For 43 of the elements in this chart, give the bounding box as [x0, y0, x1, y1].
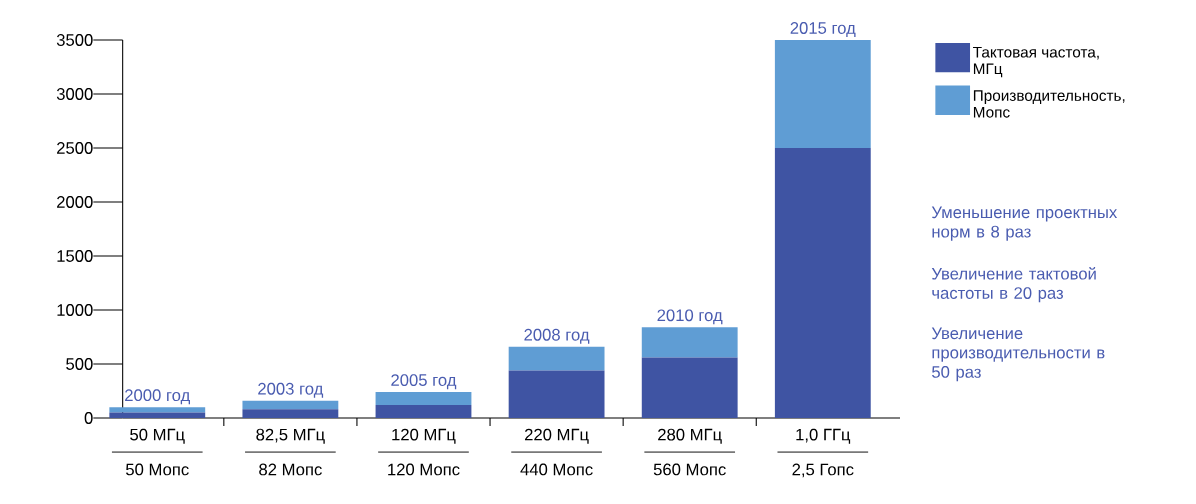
y-tick-label: 2500: [57, 142, 93, 154]
bar: [641, 327, 738, 358]
y-tick-label: 500: [66, 358, 93, 370]
annotation: 2005 год: [391, 374, 457, 390]
bar: [508, 346, 605, 371]
y-tick-label: 3000: [56, 88, 93, 100]
annotation: 2000 год: [125, 389, 190, 405]
bar: [375, 405, 472, 418]
bar: [774, 40, 871, 148]
annotation: 2008 год: [524, 328, 590, 344]
legend-label: Тактовая частота, МГц: [973, 46, 1099, 78]
y-tick-label: 0: [84, 412, 93, 424]
x-tick-label: 1,0 ГГц: [796, 428, 851, 444]
annotation: 2010 год: [657, 309, 723, 325]
x-tick-label: 220 МГц: [524, 428, 589, 444]
text: 120 Мопс: [388, 463, 460, 476]
text: Уменьшение проектных норм в 8 раз: [931, 206, 1118, 241]
bar: [375, 392, 472, 406]
text: Увеличение тактовой частоты в 20 раз: [931, 267, 1096, 303]
x-tick-label: 82,5 МГц: [256, 428, 325, 444]
x-tick-label: 120 МГц: [392, 428, 456, 444]
y-tick-label: 2000: [57, 196, 93, 208]
legend-label: Производительность, Мопс: [973, 90, 1125, 118]
bar: [242, 409, 339, 418]
bar: [242, 400, 339, 410]
text: Увеличение производительности в 50 раз: [931, 327, 1105, 382]
bar: [641, 357, 738, 418]
text: 560 Мопс: [653, 463, 726, 476]
bar: [109, 407, 206, 413]
text: 2,5 Гопс: [792, 463, 854, 478]
text: 440 Мопс: [520, 463, 593, 476]
text: 50 Мопс: [126, 463, 189, 476]
y-tick-label: 1500: [57, 250, 93, 262]
annotation: 2003 год: [258, 382, 324, 398]
bar: [774, 148, 871, 418]
y-tick-label: 1000: [57, 304, 93, 316]
bar: [109, 412, 206, 418]
y-tick-label: 3500: [56, 34, 93, 46]
text: 82 Мопс: [259, 463, 322, 476]
bar: [508, 370, 605, 418]
x-tick-label: 280 МГц: [658, 428, 722, 444]
annotation: 2015 год: [790, 22, 856, 38]
x-tick-label: 50 МГц: [130, 428, 185, 444]
